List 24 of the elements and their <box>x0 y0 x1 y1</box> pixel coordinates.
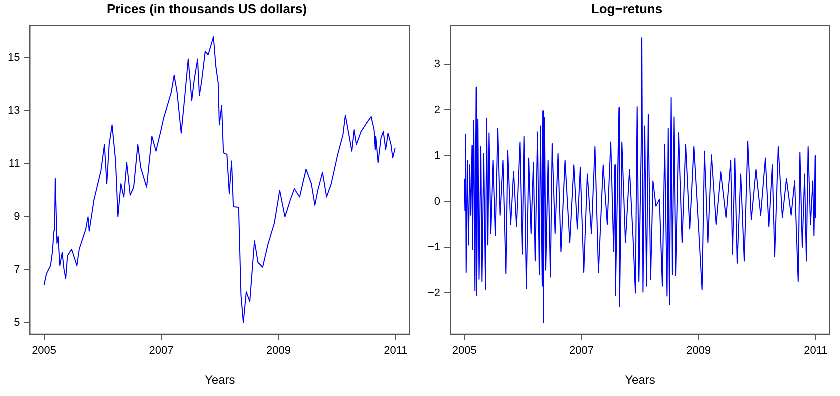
x-tick-label: 2009 <box>686 345 712 358</box>
y-tick-label: 0 <box>434 196 441 208</box>
x-tick-label: 2007 <box>569 345 594 358</box>
y-tick-label: −1 <box>428 242 441 254</box>
y-tick-label: 3 <box>434 58 441 71</box>
y-tick-label: 2 <box>434 104 441 116</box>
chart-title: Log−retuns <box>591 1 663 16</box>
x-axis-title: Years <box>204 373 236 388</box>
y-tick-label: 7 <box>14 264 20 276</box>
y-tick-label: 5 <box>14 317 20 330</box>
y-tick-label: 11 <box>8 158 20 170</box>
y-tick-label: 1 <box>434 150 441 162</box>
x-tick-label: 2005 <box>32 345 57 358</box>
y-tick-label: 15 <box>8 52 20 64</box>
x-tick-label: 2011 <box>384 345 408 358</box>
y-tick-label: 13 <box>8 105 20 118</box>
x-axis-title: Years <box>625 373 656 388</box>
x-tick-label: 2011 <box>804 345 828 358</box>
y-tick-label: −2 <box>428 287 441 300</box>
x-tick-label: 2005 <box>452 345 477 358</box>
x-tick-label: 2009 <box>266 345 291 358</box>
y-tick-label: 9 <box>14 211 20 224</box>
chart-title: Prices (in thousands US dollars) <box>106 1 308 16</box>
x-tick-label: 2007 <box>149 345 174 358</box>
